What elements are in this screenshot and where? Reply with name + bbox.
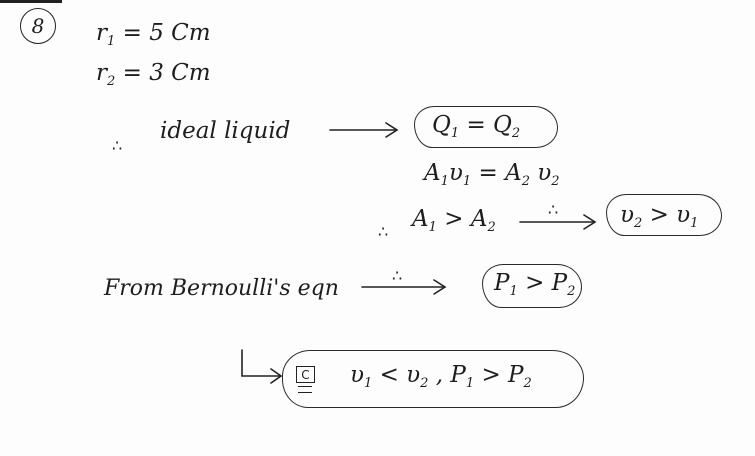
r1-value: 5 Cm	[149, 20, 211, 46]
answer-choice: C	[301, 367, 310, 382]
cmp-a2-symbol: A	[470, 206, 488, 232]
ans-p1-sub: 1	[465, 376, 475, 391]
q1-symbol: Q	[432, 112, 451, 138]
area-compare: A1 > A2	[412, 206, 496, 235]
p-gt: >	[525, 270, 545, 296]
v1-sub: 1	[462, 174, 472, 189]
answer-underline	[298, 386, 312, 393]
a1-sub: 1	[440, 174, 449, 189]
cmp-a1-sub: 1	[428, 220, 437, 235]
ans-p2-sub: 2	[523, 376, 532, 391]
v1-symbol: υ	[448, 160, 463, 186]
r2-sub: 2	[107, 74, 116, 89]
r1-sub: 1	[107, 34, 116, 49]
ans-gt: >	[481, 362, 501, 388]
ans-v2-sub: 2	[420, 376, 429, 391]
therefore-symbol-2: ∴	[378, 222, 388, 241]
v-compare: υ2 > υ1	[620, 202, 699, 231]
given-r1: r1 = 5 Cm	[96, 20, 211, 49]
given-r2: r2 = 3 Cm	[96, 60, 211, 89]
therefore-symbol-3: ∴	[548, 200, 558, 219]
arrow-answer-hook-icon	[241, 349, 283, 384]
cloud-q-equal	[414, 106, 558, 148]
ans-v1-symbol: υ	[350, 362, 364, 388]
cloud-v-compare	[606, 194, 722, 236]
top-rule	[0, 0, 62, 3]
q-equation: Q1 = Q2	[432, 112, 521, 141]
answer-choice-box: C	[296, 366, 315, 383]
v2-sub: 2	[551, 174, 560, 189]
a2-sub: 2	[521, 174, 530, 189]
arrow-ideal-liquid-icon	[329, 122, 399, 138]
res-v2-symbol: υ	[620, 202, 634, 228]
question-number-text: 8	[31, 14, 45, 38]
therefore-symbol-4: ∴	[392, 266, 402, 285]
r1-symbol: r	[96, 20, 107, 46]
arrow-bernoulli-icon	[361, 279, 447, 295]
res-v2-sub: 2	[633, 216, 643, 231]
a2-symbol: A	[505, 160, 522, 186]
p1-sub: 1	[509, 284, 518, 299]
r2-equals: =	[122, 60, 142, 86]
ans-lt: <	[379, 362, 399, 388]
r2-value: 3 Cm	[149, 60, 211, 86]
p-compare: P1 > P2	[494, 270, 576, 299]
continuity-equals: =	[478, 160, 498, 186]
ans-v2-symbol: υ	[406, 362, 421, 388]
ans-v1-sub: 1	[363, 376, 373, 391]
bernoulli-text: From Bernoulli's eqn	[104, 276, 339, 301]
ans-p2-symbol: P	[508, 362, 524, 388]
res-gt: >	[649, 202, 669, 228]
cloud-p-compare	[482, 264, 582, 308]
ideal-liquid-text: ideal liquid	[160, 118, 291, 144]
q2-symbol: Q	[493, 112, 512, 138]
answer-equation: υ1 < υ2 , P1 > P2	[350, 362, 532, 391]
cmp-gt: >	[444, 206, 464, 232]
res-v1-sub: 1	[690, 216, 699, 231]
p1-symbol: P	[494, 270, 510, 296]
r1-equals: =	[122, 20, 142, 46]
question-number: 8	[20, 8, 56, 44]
p2-sub: 2	[567, 284, 576, 299]
a1-symbol: A	[424, 160, 441, 186]
res-v1-symbol: υ	[676, 202, 691, 228]
arrow-area-compare-icon	[519, 214, 597, 230]
ans-p1-symbol: P	[450, 362, 466, 388]
r2-symbol: r	[96, 60, 107, 86]
continuity-equation: A1υ1 = A2 υ2	[424, 160, 560, 189]
ans-comma: ,	[435, 362, 444, 388]
q-equals: =	[466, 112, 486, 138]
cmp-a2-sub: 2	[487, 220, 496, 235]
therefore-symbol-1: ∴	[112, 136, 122, 155]
cloud-answer	[282, 350, 584, 408]
q2-sub: 2	[511, 126, 521, 141]
v2-symbol: υ	[537, 160, 552, 186]
q1-sub: 1	[450, 126, 460, 141]
cmp-a1-symbol: A	[412, 206, 429, 232]
p2-symbol: P	[551, 270, 568, 296]
